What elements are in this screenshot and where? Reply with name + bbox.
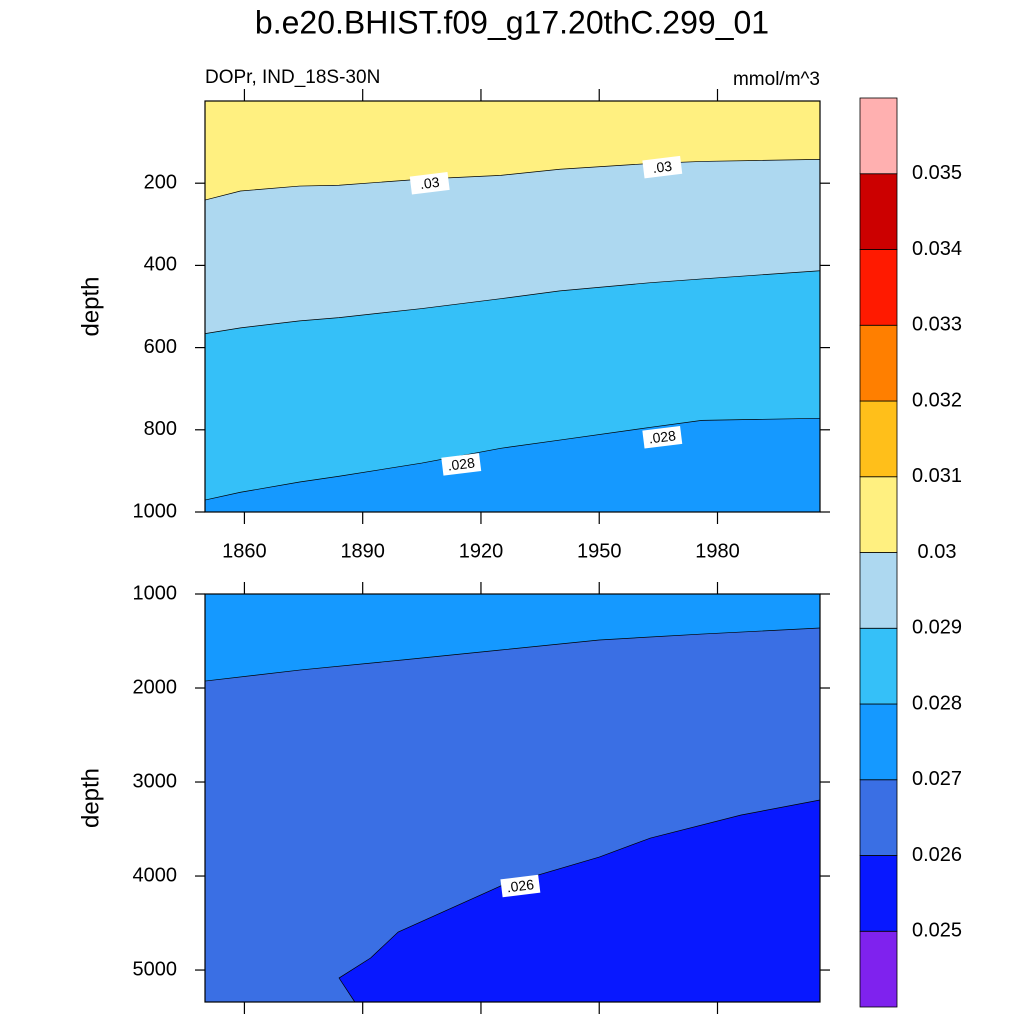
colorbar-label: 0.029 [912, 617, 962, 639]
contour-label: .026 [500, 874, 541, 898]
y-tick-label: 200 [144, 171, 177, 193]
plot-frame [204, 100, 821, 513]
colorbar-box [859, 97, 898, 175]
colorbar-label: 0.032 [912, 389, 962, 411]
contour-line [204, 270, 821, 334]
colorbar-box [859, 476, 898, 553]
chart-title: b.e20.BHIST.f09_g17.20thC.299_01 [255, 4, 769, 40]
colorbar-label: 0.031 [912, 465, 962, 487]
x-tick-label: 1920 [459, 540, 504, 562]
y-tick-label: 800 [144, 418, 177, 440]
plot-frame [204, 593, 821, 1003]
contour-label-text: .028 [447, 454, 476, 473]
colorbar-box [859, 173, 898, 250]
contour-line [338, 799, 821, 1003]
contour-label-box [409, 171, 450, 195]
colorbar-label: 0.03 [918, 541, 957, 563]
contour-label-text: .03 [652, 158, 673, 176]
colorbar-label: 0.025 [912, 920, 962, 942]
colorbar-label: 0.026 [912, 844, 962, 866]
y-tick-label: 5000 [133, 958, 178, 980]
contour-label: .028 [441, 453, 482, 476]
x-tick-label: 1980 [695, 540, 740, 562]
colorbar-box [859, 779, 898, 856]
colorbar-box [859, 703, 898, 781]
contour-label-box [500, 874, 541, 898]
colorbar-label: 0.033 [912, 314, 962, 336]
y-tick-label: 600 [144, 336, 177, 358]
contour-label-text: .028 [648, 427, 677, 446]
y-tick-label: 1000 [133, 500, 178, 522]
y-axis-label: depth [77, 768, 104, 828]
colorbar-label: 0.034 [912, 238, 962, 260]
colorbar-label: 0.035 [912, 162, 962, 184]
y-tick-label: 4000 [133, 864, 178, 886]
contour-label-box [441, 453, 482, 476]
x-tick-label: 1950 [577, 540, 622, 562]
contour-label: .03 [642, 155, 683, 179]
contour-label: .03 [409, 171, 450, 195]
colorbar-box [859, 855, 898, 932]
colorbar-label: 0.028 [912, 692, 962, 714]
y-tick-label: 3000 [133, 770, 178, 792]
contour-label-box [642, 155, 683, 179]
band-fill [339, 799, 820, 1002]
colorbar-label: 0.027 [912, 768, 962, 790]
x-tick-label: 1860 [222, 540, 267, 562]
contour-line [204, 627, 821, 682]
colorbar-box [859, 627, 898, 705]
colorbar-box [859, 552, 898, 629]
colorbar-box [859, 930, 898, 1008]
subtitle-left: DOPr, IND_18S-30N [205, 67, 380, 88]
x-tick-label: 1890 [340, 540, 385, 562]
colorbar-box [859, 324, 898, 402]
contour-label: .028 [642, 425, 683, 449]
colorbar-box [859, 249, 898, 326]
plot-area: .03 .03 .028 .028 [204, 101, 821, 512]
y-axis-label: depth [77, 276, 104, 336]
plot-area: .026 [204, 594, 821, 1003]
y-tick-label: 2000 [133, 676, 178, 698]
y-tick-label: 400 [144, 254, 177, 276]
y-tick-label: 1000 [133, 582, 178, 604]
colorbar-box [859, 400, 898, 478]
subtitle-right: mmol/m^3 [733, 69, 820, 90]
contour-label-box [642, 425, 683, 449]
contour-label-text: .03 [419, 174, 440, 192]
contour-label-text: .026 [506, 876, 535, 895]
